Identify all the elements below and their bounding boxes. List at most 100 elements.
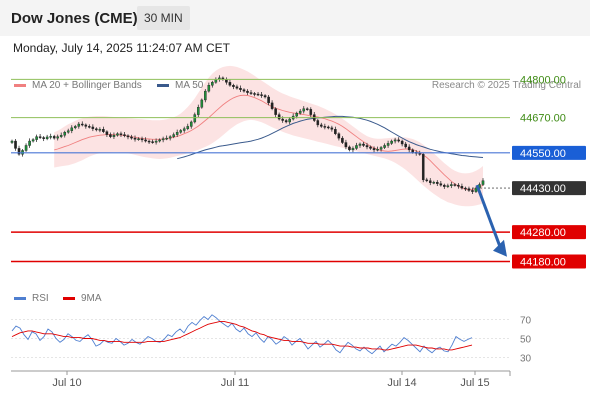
candle: [66, 128, 70, 134]
candle-down: [52, 136, 56, 139]
candle: [390, 139, 393, 145]
candle: [52, 134, 56, 140]
candle-up: [204, 90, 207, 101]
candle-up: [66, 130, 70, 133]
price-legend-ma50: MA 50: [157, 80, 203, 91]
candle: [70, 125, 74, 134]
candle: [464, 186, 467, 191]
candle: [309, 107, 313, 117]
candle-down: [453, 184, 457, 186]
candle-down: [327, 126, 330, 129]
candle: [105, 130, 109, 137]
candle-down: [436, 181, 439, 184]
candle: [260, 92, 263, 98]
interval-button[interactable]: 30 MIN: [137, 6, 190, 30]
candle-down: [277, 114, 281, 120]
candle: [316, 119, 320, 128]
candle-down: [284, 120, 288, 123]
candle-down: [95, 128, 98, 131]
candle: [443, 183, 446, 189]
candle-down: [249, 92, 253, 94]
candle: [386, 140, 390, 148]
candle-up: [168, 136, 172, 139]
candle-up: [393, 139, 397, 142]
candle: [197, 104, 200, 117]
candle-up: [390, 140, 393, 144]
candle: [112, 132, 116, 140]
candle-down: [119, 133, 123, 135]
candle: [63, 130, 67, 138]
candle-up: [179, 130, 183, 133]
candle: [358, 142, 362, 148]
candle-up: [481, 180, 485, 185]
candle: [263, 94, 267, 99]
candle: [323, 123, 327, 130]
candle: [298, 109, 302, 115]
candle: [400, 139, 404, 147]
candle-up: [59, 134, 63, 137]
candle: [172, 132, 175, 139]
candle: [204, 89, 207, 103]
candle-up: [158, 139, 161, 142]
candle: [151, 139, 154, 144]
candle: [88, 124, 91, 129]
candle-up: [288, 118, 291, 123]
candle: [320, 122, 323, 128]
ma50-line: [177, 115, 484, 160]
candle-down: [428, 180, 432, 183]
candle-up: [28, 140, 31, 146]
candle-down: [130, 136, 133, 139]
candle-down: [274, 108, 277, 115]
candle-up: [211, 82, 214, 86]
candle: [28, 138, 31, 148]
candle: [59, 132, 63, 139]
candle: [242, 88, 246, 93]
candle-down: [151, 141, 154, 143]
candle: [38, 134, 42, 140]
candle: [77, 121, 81, 129]
candle-up: [295, 112, 298, 117]
candle-down: [281, 118, 284, 121]
chart-header: Dow Jones (CME) 30 MIN: [0, 0, 590, 36]
rsi-line: [11, 314, 473, 355]
candle: [383, 143, 386, 149]
level-label: 44280.00: [520, 227, 566, 239]
candle-down: [14, 140, 17, 149]
candle-up: [98, 129, 102, 131]
candle-down: [421, 154, 425, 181]
candle: [369, 145, 372, 150]
candle-down: [88, 126, 91, 128]
candle: [56, 134, 59, 141]
rsi-swatch: [14, 297, 26, 300]
candle-down: [81, 123, 84, 126]
level-label: 44430.00: [520, 183, 566, 195]
candle: [109, 132, 112, 139]
candle: [330, 125, 334, 132]
candle-up: [70, 127, 74, 131]
level-label-box: [512, 181, 586, 196]
candle-down: [253, 93, 256, 95]
candle-up: [24, 145, 28, 151]
candle-up: [386, 143, 390, 146]
candle-down: [362, 143, 365, 146]
candle-down: [235, 86, 239, 89]
candle-down: [471, 190, 474, 192]
candle-down: [330, 127, 334, 130]
rsi-plot-area: 70 50 30: [11, 314, 532, 365]
candle-down: [323, 126, 327, 128]
candle: [45, 134, 49, 141]
candle: [246, 89, 249, 95]
candle: [228, 79, 232, 87]
candle: [31, 138, 35, 143]
level-label: 44800.00: [520, 74, 566, 86]
candle: [460, 183, 464, 190]
timestamp: Monday, July 14, 2025 11:24:07 AM CET: [13, 41, 231, 55]
candle-down: [147, 140, 151, 143]
candle: [189, 120, 193, 129]
candle: [428, 178, 432, 186]
candle: [337, 132, 341, 141]
candle-down: [123, 134, 126, 136]
candle: [140, 136, 144, 143]
ma50-legend-label: MA 50: [175, 80, 204, 91]
